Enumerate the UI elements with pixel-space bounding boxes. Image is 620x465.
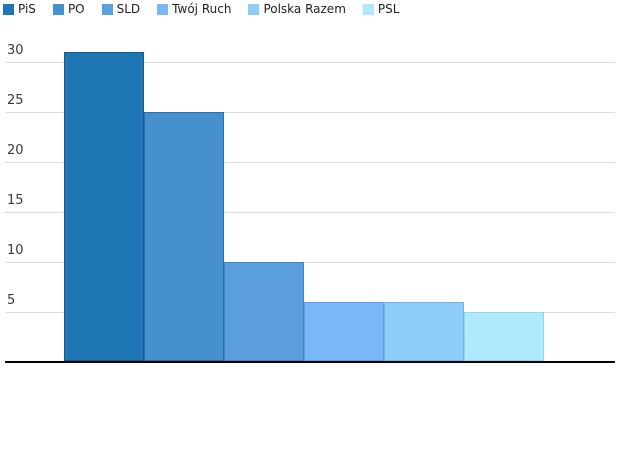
legend-item-label: Polska Razem [263,2,346,16]
legend-item-pis[interactable]: PiS [3,2,36,16]
legend-item-label: SLD [116,2,141,16]
bar-psl[interactable] [464,312,544,361]
gridline-15 [5,212,615,213]
y-tick-label-30: 30 [7,43,24,58]
bar-po[interactable] [144,112,224,361]
legend-item-po[interactable]: PO [52,2,85,16]
y-tick-label-10: 10 [7,243,24,258]
legend-swatch-icon [101,3,113,15]
legend-item-psl[interactable]: PSL [362,2,400,16]
legend-swatch-icon [3,3,14,15]
legend-swatch-icon [362,3,374,15]
bar-polska-razem[interactable] [384,302,464,361]
legend-swatch-icon [157,3,169,15]
gridline-10 [5,262,615,263]
legend-swatch-icon [248,3,260,15]
legend-item-label: Twój Ruch [172,2,232,16]
bar-pis[interactable] [64,52,144,361]
legend-swatch-icon [52,3,64,15]
legend-item-tw-j-ruch[interactable]: Twój Ruch [157,2,231,16]
legend-item-label: PSL [377,2,400,16]
legend-item-label: PO [67,2,85,16]
legend-item-polska-razem[interactable]: Polska Razem [248,2,346,16]
legend-item-sld[interactable]: SLD [101,2,141,16]
chart-legend: PiS PO SLD Twój Ruch Polska Razem PSL [3,2,416,16]
x-axis-line [5,361,615,363]
bar-tw-j-ruch[interactable] [304,302,384,361]
bar-sld[interactable] [224,262,304,361]
gridline-20 [5,162,615,163]
gridline-25 [5,112,615,113]
legend-item-label: PiS [18,2,36,16]
gridline-30 [5,62,615,63]
y-tick-label-5: 5 [7,293,16,308]
y-tick-label-15: 15 [7,193,24,208]
y-tick-label-25: 25 [7,93,24,108]
y-tick-label-20: 20 [7,143,24,158]
